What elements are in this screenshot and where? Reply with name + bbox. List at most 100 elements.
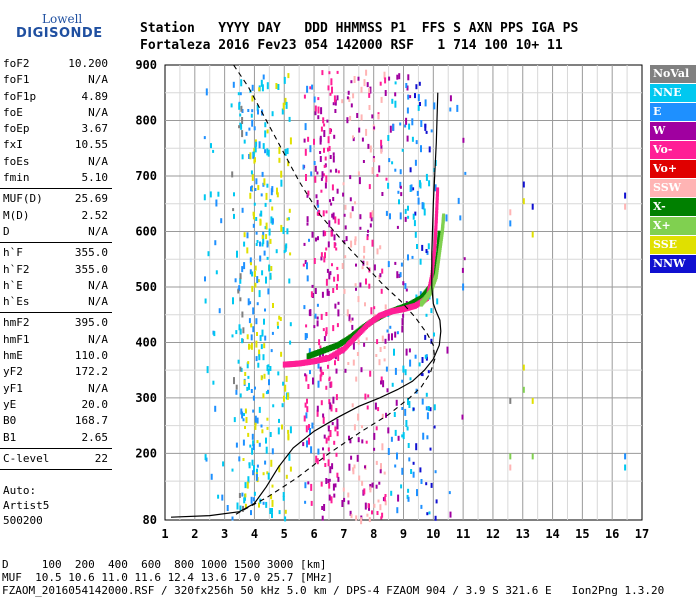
- echo-dot: [411, 118, 414, 126]
- echo-dot: [430, 129, 433, 133]
- param-separator: [0, 312, 112, 314]
- echo-dot: [387, 333, 390, 341]
- echo-dot: [233, 417, 236, 423]
- echo-dot: [327, 435, 330, 441]
- echo-dot: [266, 82, 269, 90]
- echo-dot: [395, 399, 398, 406]
- echo-dot: [261, 242, 264, 247]
- echo-dot: [328, 146, 331, 151]
- echo-dot: [278, 146, 281, 154]
- param-value: N/A: [88, 381, 108, 395]
- echo-dot: [277, 371, 280, 376]
- echo-dot: [333, 493, 336, 498]
- echo-dot: [280, 224, 283, 232]
- echo-dot: [385, 412, 387, 418]
- echo-dot: [405, 83, 408, 88]
- param-value: 395.0: [74, 316, 108, 330]
- echo-dot: [324, 156, 327, 161]
- echo-dot: [333, 95, 336, 103]
- echo-dot: [509, 220, 512, 227]
- echo-dot: [305, 412, 308, 419]
- echo-dot: [278, 157, 281, 163]
- echo-dot: [316, 211, 319, 216]
- echo-dot: [380, 516, 383, 520]
- param-name: foEs: [3, 154, 30, 168]
- param-row-yf2: yF2 172.2: [0, 364, 112, 380]
- header-line2: Fortaleza 2016 Fev23 054 142000 RSF 1 71…: [140, 38, 563, 53]
- echo-dot: [241, 117, 244, 124]
- echo-dot: [367, 503, 370, 509]
- echo-dot: [243, 413, 245, 416]
- echo-dot: [360, 114, 363, 121]
- echo-dot: [267, 368, 270, 375]
- echo-dot: [331, 263, 333, 267]
- echo-dot: [373, 306, 376, 310]
- echo-dot: [262, 74, 265, 80]
- echo-dot: [265, 192, 268, 200]
- echo-dot: [381, 192, 384, 196]
- echo-dot: [353, 424, 356, 431]
- echo-dot: [252, 307, 255, 315]
- echo-dot: [267, 389, 269, 394]
- param-value: N/A: [88, 278, 108, 292]
- echo-dot: [270, 188, 273, 196]
- echo-dot: [378, 359, 381, 366]
- echo-dot: [404, 369, 407, 376]
- echo-dot: [428, 296, 431, 300]
- echo-dot: [522, 198, 525, 205]
- echo-dot: [407, 488, 410, 493]
- echo-dot: [371, 114, 374, 119]
- echo-dot: [251, 119, 254, 127]
- echo-dot: [391, 161, 394, 165]
- echo-dot: [328, 220, 331, 228]
- echo-dot: [250, 342, 253, 350]
- echo-dot: [418, 81, 421, 86]
- echo-dot: [332, 212, 335, 220]
- echo-dot: [231, 468, 234, 472]
- echo-dot: [271, 111, 274, 117]
- echo-dot: [347, 492, 350, 498]
- echo-dot: [251, 271, 254, 277]
- echo-dot: [244, 426, 246, 429]
- param-row-ye: yE 20.0: [0, 397, 112, 413]
- echo-dot: [363, 342, 366, 347]
- echo-dot: [260, 375, 263, 381]
- echo-dot: [402, 313, 405, 318]
- echo-dot: [348, 463, 351, 471]
- echo-dot: [323, 130, 326, 137]
- echo-dot: [329, 128, 332, 134]
- echo-dot: [373, 264, 376, 271]
- trace-point: [435, 210, 439, 217]
- echo-dot: [393, 412, 396, 417]
- echo-dot: [357, 339, 360, 345]
- echo-dot: [322, 117, 325, 124]
- echo-dot: [380, 148, 383, 154]
- x-tick-label: 12: [486, 527, 500, 541]
- echo-dot: [283, 76, 286, 84]
- echo-dot: [242, 505, 244, 512]
- echo-dot: [240, 105, 243, 112]
- echo-dot: [210, 473, 213, 480]
- param-name: yF1: [3, 381, 23, 395]
- echo-dot: [428, 146, 431, 153]
- echo-dot: [267, 149, 270, 157]
- echo-dot: [414, 231, 417, 238]
- echo-dot: [376, 248, 379, 255]
- echo-dot: [321, 291, 324, 298]
- echo-dot: [326, 268, 329, 273]
- echo-dot: [215, 270, 218, 275]
- param-name: MUF(D): [3, 192, 43, 206]
- echo-dot: [253, 157, 256, 164]
- echo-dot: [275, 249, 278, 254]
- echo-dot: [325, 437, 328, 444]
- echo-dot: [384, 90, 387, 96]
- echo-dot: [373, 432, 376, 440]
- echo-dot: [396, 507, 399, 514]
- echo-dot: [309, 145, 312, 153]
- echo-dot: [463, 257, 466, 261]
- echo-dot: [375, 460, 378, 465]
- echo-dot: [417, 104, 420, 111]
- echo-dot: [283, 395, 285, 402]
- echo-dot: [425, 392, 428, 397]
- echo-dot: [271, 484, 274, 488]
